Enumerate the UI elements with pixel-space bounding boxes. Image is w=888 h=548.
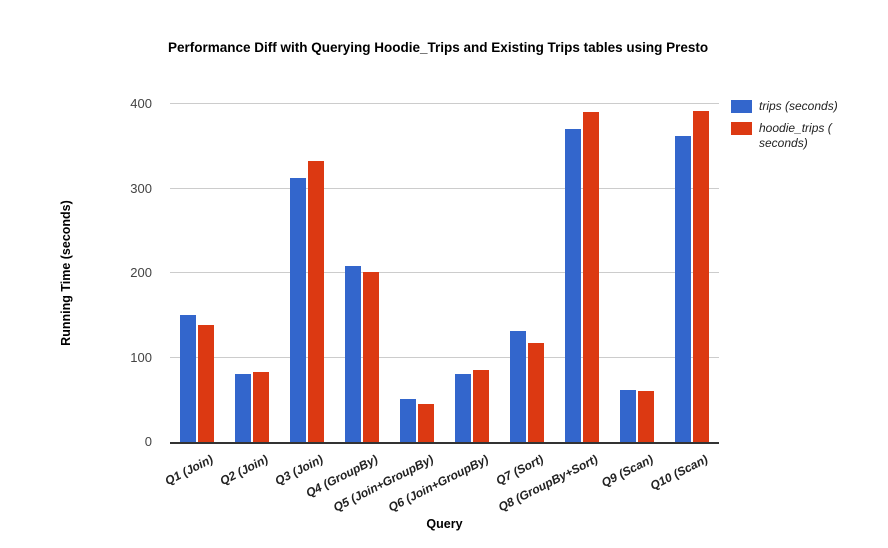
bar-hoodie_trips[interactable]	[363, 272, 380, 442]
legend: trips (seconds) hoodie_trips ( seconds)	[731, 99, 861, 151]
y-tick-label: 100	[130, 350, 152, 365]
gridline	[170, 103, 719, 104]
y-tick-label: 200	[130, 265, 152, 280]
bar-hoodie_trips[interactable]	[418, 403, 435, 442]
x-tick-label: Q6 (Join+GroupBy)	[385, 452, 491, 515]
bar-group	[609, 104, 664, 442]
x-tick-label: Q5 (Join+GroupBy)	[330, 452, 436, 515]
y-axis-ticks: 0 100 200 300 400	[0, 96, 152, 449]
gridline	[170, 272, 719, 273]
legend-label: hoodie_trips ( seconds)	[759, 121, 832, 150]
x-tick-label: Q8 (GroupBy+Sort)	[496, 452, 601, 515]
y-tick-label: 300	[130, 181, 152, 196]
x-tick-label: Q7 (Sort)	[493, 452, 546, 488]
bar-hoodie_trips[interactable]	[582, 112, 599, 442]
x-tick-label: Q10 (Scan)	[648, 452, 711, 493]
bar-group	[280, 104, 335, 442]
bar-trips[interactable]	[290, 177, 307, 442]
legend-item-trips[interactable]: trips (seconds)	[731, 99, 861, 114]
y-tick-label: 400	[130, 96, 152, 111]
bar-group	[335, 104, 390, 442]
bar-group	[499, 104, 554, 442]
bar-trips[interactable]	[400, 398, 417, 442]
bar-hoodie_trips[interactable]	[472, 370, 489, 442]
x-tick-label: Q1 (Join)	[162, 452, 216, 489]
bar-trips[interactable]	[454, 374, 471, 442]
bar-hoodie_trips[interactable]	[637, 391, 654, 442]
bar-hoodie_trips[interactable]	[253, 371, 270, 442]
bar-trips[interactable]	[674, 136, 691, 442]
bar-trips[interactable]	[619, 390, 636, 442]
x-axis-title: Query	[426, 517, 463, 531]
bar-hoodie_trips[interactable]	[308, 161, 325, 442]
bar-group	[390, 104, 445, 442]
plot-area	[170, 103, 719, 444]
chart-title: Performance Diff with Querying Hoodie_Tr…	[168, 40, 709, 55]
y-tick-label: 0	[144, 434, 152, 449]
bar-trips[interactable]	[180, 315, 197, 442]
legend-swatch	[731, 100, 752, 113]
bar-group	[445, 104, 500, 442]
bar-trips[interactable]	[235, 374, 252, 442]
gridline	[170, 187, 719, 189]
bar-group	[664, 104, 719, 442]
legend-label: trips (seconds)	[759, 99, 838, 113]
bar-hoodie_trips[interactable]	[527, 343, 544, 442]
bar-trips[interactable]	[509, 331, 526, 442]
bar-group	[554, 104, 609, 442]
bar-hoodie_trips[interactable]	[198, 325, 215, 442]
x-tick-label: Q4 (GroupBy)	[303, 452, 381, 501]
legend-item-hoodie_trips[interactable]: hoodie_trips ( seconds)	[731, 121, 861, 151]
x-tick-label: Q9 (Scan)	[599, 452, 656, 490]
bar-hoodie_trips[interactable]	[692, 110, 709, 442]
bar-trips[interactable]	[564, 128, 581, 442]
x-tick-label: Q2 (Join)	[217, 452, 271, 489]
bar-group	[225, 104, 280, 442]
legend-swatch	[731, 122, 752, 135]
gridline	[170, 356, 719, 358]
bar-trips[interactable]	[345, 266, 362, 442]
bar-group	[170, 104, 225, 442]
x-tick-label: Q3 (Join)	[272, 452, 326, 489]
